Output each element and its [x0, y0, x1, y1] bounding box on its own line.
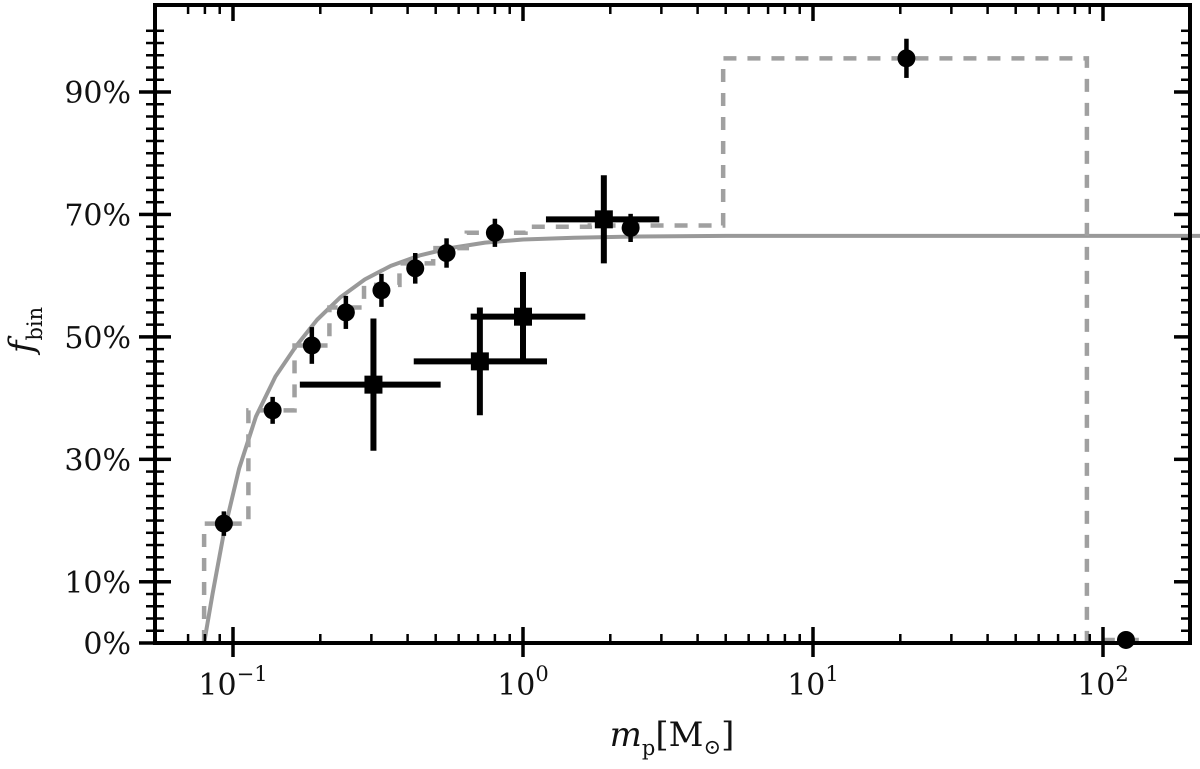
circle-marker [302, 336, 321, 355]
y-axis-label-subscript: bin [23, 307, 47, 341]
x-tick-label: 100 [497, 662, 549, 703]
circle-data-point [485, 218, 504, 247]
circle-marker [263, 401, 282, 420]
x-axis-label: mp[M⊙] [610, 715, 735, 760]
x-axis-tick-labels: 10−1 100 101 102 [198, 662, 1128, 703]
x-tick-exponent: 2 [1115, 662, 1128, 686]
x-tick-mantissa: 10 [497, 668, 535, 703]
fitted-model-curve [202, 233, 1200, 645]
y-axis-label: fbin [2, 307, 47, 356]
y-tick-label: 90% [64, 76, 131, 111]
circle-data-point [897, 38, 916, 78]
circle-data-point [214, 511, 233, 536]
x-tick-exponent: −1 [237, 662, 268, 686]
x-axis-label-unit-close: ] [721, 715, 734, 755]
x-tick-label: 10−1 [198, 662, 267, 703]
y-tick-label: 70% [64, 198, 131, 233]
circle-data-point [336, 295, 355, 329]
svg-text:mp[M⊙]: mp[M⊙] [610, 715, 735, 760]
y-axis-tick-labels: 0% 10% 30% 50% 70% 90% [64, 76, 131, 662]
y-tick-label: 0% [83, 627, 131, 662]
circle-data-point [1116, 630, 1135, 649]
circle-data-point [263, 396, 282, 424]
circle-marker [437, 244, 456, 263]
y-axis-ticks [139, 29, 1190, 645]
circle-data-point [406, 253, 425, 284]
circle-marker [214, 514, 233, 533]
circle-marker [485, 223, 504, 242]
x-tick-exponent: 1 [825, 662, 838, 686]
svg-text:fbin: fbin [2, 307, 47, 356]
circle-data-point [621, 213, 640, 242]
circle-data-point [372, 273, 391, 307]
square-marker [470, 352, 489, 371]
x-axis-label-symbol: m [610, 715, 642, 755]
x-tick-mantissa: 10 [1077, 668, 1115, 703]
x-axis-ticks [186, 5, 1105, 657]
sun-symbol-icon: ⊙ [703, 735, 721, 759]
circle-marker [897, 49, 916, 68]
x-tick-exponent: 0 [535, 662, 548, 686]
circle-marker [336, 303, 355, 322]
y-tick-label: 10% [64, 566, 131, 601]
circle-marker [406, 259, 425, 278]
circle-data-point [302, 327, 321, 364]
square-data-point [299, 318, 441, 451]
x-tick-mantissa: 10 [198, 668, 236, 703]
x-tick-label: 101 [787, 662, 839, 703]
binned-histogram-steps [201, 56, 1146, 643]
square-marker [514, 307, 532, 326]
circle-marker [372, 281, 391, 300]
square-marker [594, 210, 613, 229]
x-tick-mantissa: 10 [787, 668, 825, 703]
y-tick-label: 30% [64, 443, 131, 478]
square-marker [364, 375, 383, 394]
circle-marker [1116, 630, 1135, 649]
x-axis-label-subscript: p [642, 736, 655, 760]
x-tick-label: 102 [1077, 662, 1129, 703]
circle-data-point [437, 238, 456, 268]
square-data-point [470, 271, 586, 362]
circle-marker [621, 218, 640, 237]
plot-background [155, 5, 1190, 643]
square-data-series [299, 175, 660, 451]
x-axis-label-unit-open: [M [655, 715, 703, 755]
square-data-point [545, 175, 660, 264]
y-tick-label: 50% [64, 321, 131, 356]
